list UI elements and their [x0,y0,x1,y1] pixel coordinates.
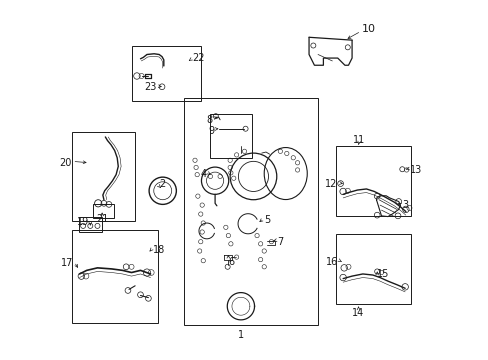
Bar [210,114,251,158]
Text: 16: 16 [325,257,338,267]
Bar [72,230,158,323]
Text: 10: 10 [362,24,375,35]
Text: 11: 11 [352,135,365,145]
Text: 4: 4 [200,168,206,179]
Text: 3: 3 [402,200,407,210]
Text: 1: 1 [237,330,244,340]
Text: 5: 5 [264,215,270,225]
Text: 2: 2 [159,179,165,189]
Text: 12: 12 [325,179,337,189]
Text: 20: 20 [59,158,72,168]
Text: 21: 21 [96,214,108,224]
Text: 8: 8 [205,115,212,125]
Bar [183,98,317,325]
Text: 18: 18 [153,245,165,255]
Text: 15: 15 [376,269,389,279]
Text: 7: 7 [276,237,283,247]
Bar [79,217,102,232]
Bar [131,45,201,101]
Text: 14: 14 [352,308,364,318]
Text: 9: 9 [207,126,214,135]
Text: 23: 23 [144,82,156,93]
Bar [335,146,410,216]
Bar [335,234,410,304]
Text: 19: 19 [77,217,89,227]
Text: 13: 13 [409,165,422,175]
Text: 17: 17 [61,258,73,268]
Bar [72,132,135,221]
Bar [93,204,114,218]
Text: 22: 22 [192,53,204,63]
Text: 6: 6 [228,257,234,267]
